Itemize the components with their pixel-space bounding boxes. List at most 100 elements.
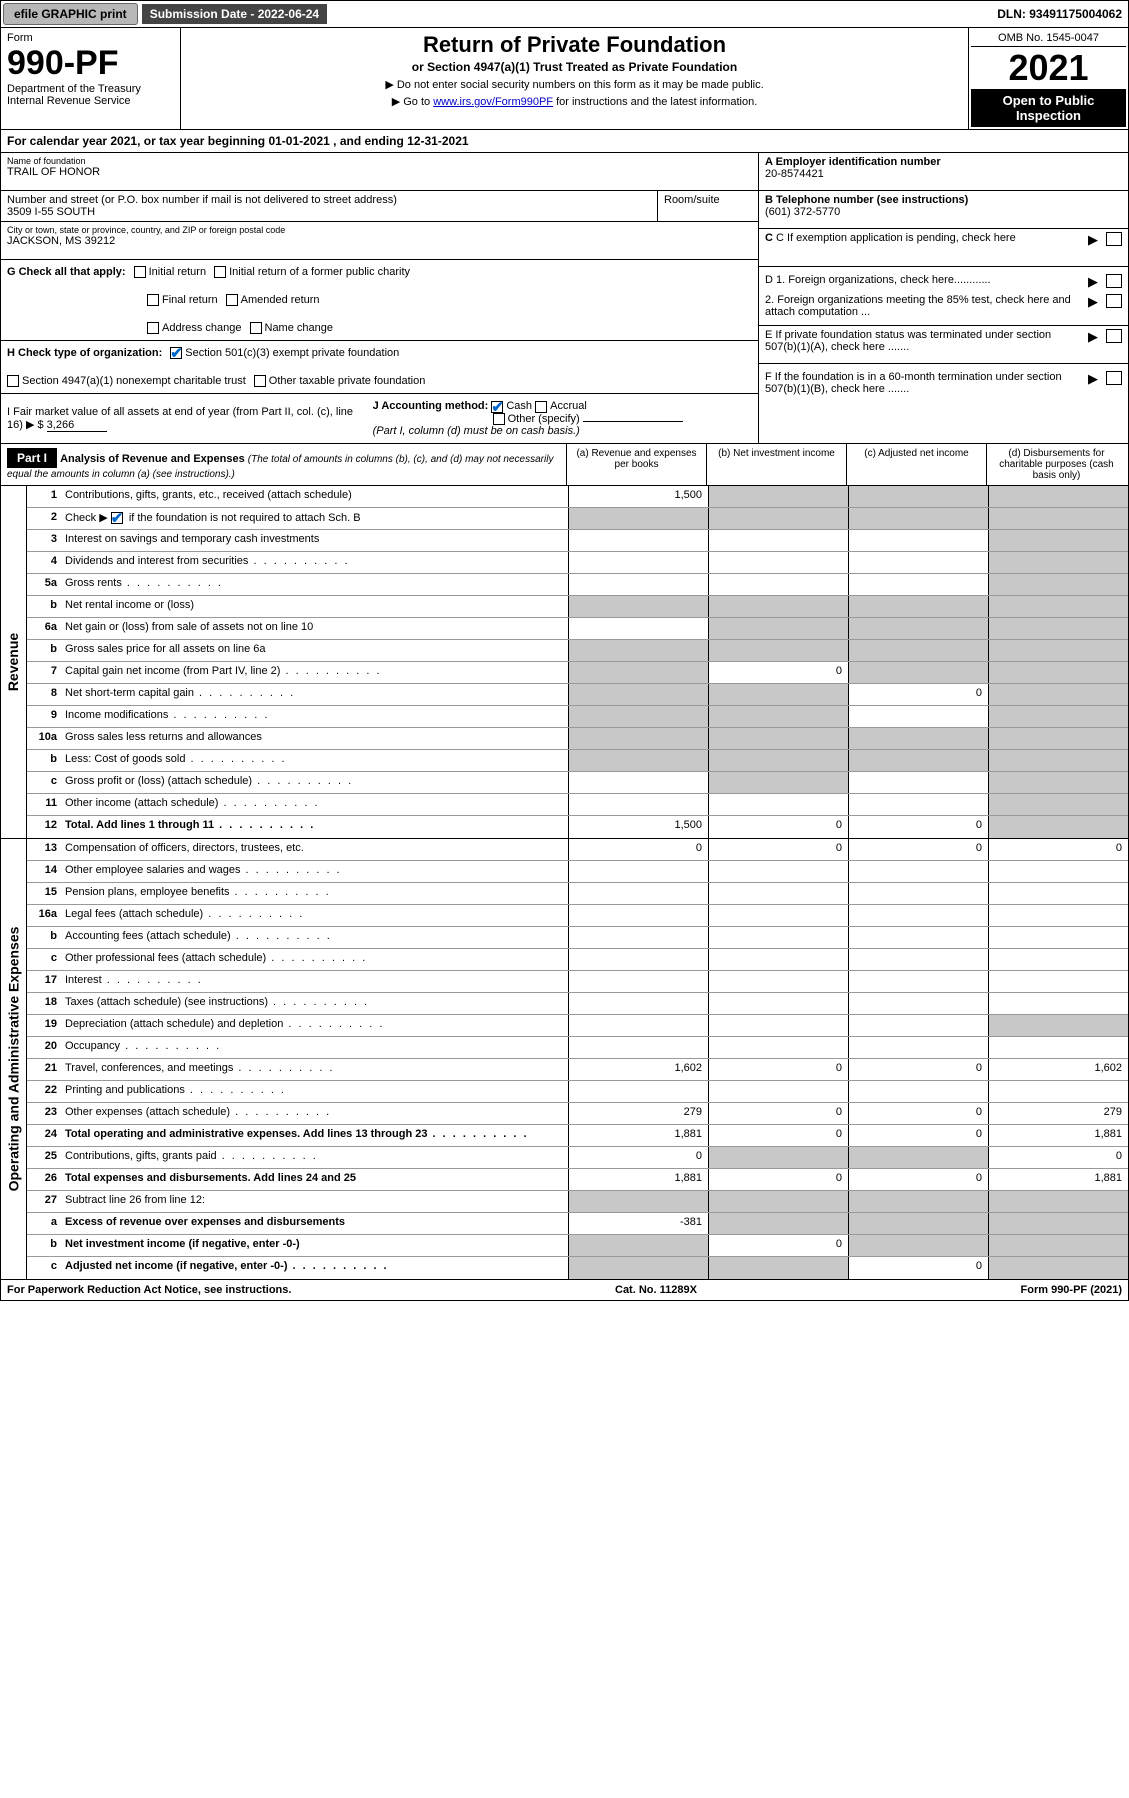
line-15: 15Pension plans, employee benefits [27,883,1128,905]
form-title: Return of Private Foundation [191,32,958,58]
chk-final-return[interactable] [147,294,159,306]
line-2: 2Check ▶ if the foundation is not requir… [27,508,1128,530]
form-word: Form [7,32,174,44]
efile-top-bar: efile GRAPHIC print Submission Date - 20… [0,0,1129,28]
chk-initial-former[interactable] [214,266,226,278]
room-suite: Room/suite [658,191,758,221]
g-lead: G Check all that apply: [7,266,126,278]
f-text: F If the foundation is in a 60-month ter… [765,371,1084,395]
d2-checkbox[interactable] [1106,294,1122,308]
line-20: 20Occupancy [27,1037,1128,1059]
j-cash: Cash [506,400,532,412]
irs-label: Internal Revenue Service [7,95,174,107]
arrow-icon: ▶ [1088,294,1098,310]
line-19: 19Depreciation (attach schedule) and dep… [27,1015,1128,1037]
d1-checkbox[interactable] [1106,274,1122,288]
g-o1: Initial return [149,266,206,278]
chk-name-change[interactable] [250,322,262,334]
line-27b: bNet investment income (if negative, ent… [27,1235,1128,1257]
calendar-year-line: For calendar year 2021, or tax year begi… [0,130,1129,153]
address-row: Number and street (or P.O. box number if… [1,191,658,221]
j-note: (Part I, column (d) must be on cash basi… [373,425,580,437]
h-o3: Other taxable private foundation [269,375,426,387]
submission-date: Submission Date - 2022-06-24 [142,4,327,24]
open-to-public: Open to Public Inspection [971,89,1126,127]
chk-address-change[interactable] [147,322,159,334]
line-6a: 6aNet gain or (loss) from sale of assets… [27,618,1128,640]
chk-accrual[interactable] [535,401,547,413]
line-13: 13Compensation of officers, directors, t… [27,839,1128,861]
line-16a: 16aLegal fees (attach schedule) [27,905,1128,927]
chk-501c3[interactable] [170,347,182,359]
city-label: City or town, state or province, country… [7,225,752,235]
line-6b: bGross sales price for all assets on lin… [27,640,1128,662]
room-label: Room/suite [664,194,752,206]
g-o5: Address change [162,322,242,334]
ssn-warning: ▶ Do not enter social security numbers o… [191,78,958,91]
line-21: 21Travel, conferences, and meetings1,602… [27,1059,1128,1081]
chk-amended[interactable] [226,294,238,306]
col-a-header: (a) Revenue and expenses per books [566,444,706,485]
line-24: 24Total operating and administrative exp… [27,1125,1128,1147]
c-checkbox[interactable] [1106,232,1122,246]
revenue-table: Revenue 1Contributions, gifts, grants, e… [0,486,1129,839]
a-label: A Employer identification number [765,156,1122,168]
city-row: City or town, state or province, country… [1,222,758,260]
line-16c: cOther professional fees (attach schedul… [27,949,1128,971]
chk-4947[interactable] [7,375,19,387]
goto-note: ▶ Go to www.irs.gov/Form990PF for instru… [191,95,958,108]
arrow-icon: ▶ [1088,371,1098,387]
line-1: 1Contributions, gifts, grants, etc., rec… [27,486,1128,508]
form-header: Form 990-PF Department of the Treasury I… [0,28,1129,130]
other-specify-line [583,421,683,422]
e-text: E If private foundation status was termi… [765,329,1084,353]
chk-sch-b[interactable] [111,512,123,524]
d1-text: D 1. Foreign organizations, check here..… [765,274,1084,286]
page-footer: For Paperwork Reduction Act Notice, see … [0,1280,1129,1301]
chk-cash[interactable] [491,401,503,413]
j-lead: J Accounting method: [373,400,489,412]
form-title-box: Return of Private Foundation or Section … [181,28,968,129]
chk-initial-return[interactable] [134,266,146,278]
f-checkbox[interactable] [1106,371,1122,385]
c-row: C C If exemption application is pending,… [759,229,1128,267]
ein-value: 20-8574421 [765,168,1122,180]
arrow-icon: ▶ [1088,274,1098,290]
entity-info: Name of foundation TRAIL OF HONOR Number… [0,153,1129,444]
c-label: C If exemption application is pending, c… [776,232,1016,244]
d-row: D 1. Foreign organizations, check here..… [759,271,1128,326]
efile-print-button[interactable]: efile GRAPHIC print [3,3,138,25]
b-label: B Telephone number (see instructions) [765,194,1122,206]
goto-post: for instructions and the latest informat… [553,96,757,108]
line-22: 22Printing and publications [27,1081,1128,1103]
col-d-header: (d) Disbursements for charitable purpose… [986,444,1126,485]
line-8: 8Net short-term capital gain0 [27,684,1128,706]
h-lead: H Check type of organization: [7,347,162,359]
line-23: 23Other expenses (attach schedule)279002… [27,1103,1128,1125]
goto-pre: ▶ Go to [392,96,433,108]
chk-other-method[interactable] [493,413,505,425]
form-instructions-link[interactable]: www.irs.gov/Form990PF [433,96,553,108]
line-10c: cGross profit or (loss) (attach schedule… [27,772,1128,794]
chk-other-taxable[interactable] [254,375,266,387]
part1-label: Part I [7,448,57,468]
cat-number: Cat. No. 11289X [291,1284,1020,1296]
g-o3: Final return [162,294,218,306]
col-b-header: (b) Net investment income [706,444,846,485]
phone-row: B Telephone number (see instructions) (6… [759,191,1128,229]
omb-number: OMB No. 1545-0047 [971,30,1126,47]
expenses-table: Operating and Administrative Expenses 13… [0,839,1129,1280]
line-7: 7Capital gain net income (from Part IV, … [27,662,1128,684]
col-c-header: (c) Adjusted net income [846,444,986,485]
h-o1: Section 501(c)(3) exempt private foundat… [185,347,399,359]
line-27c: cAdjusted net income (if negative, enter… [27,1257,1128,1279]
line-14: 14Other employee salaries and wages [27,861,1128,883]
e-checkbox[interactable] [1106,329,1122,343]
name-label: Name of foundation [7,156,752,166]
line-27: 27Subtract line 26 from line 12: [27,1191,1128,1213]
expenses-side-label: Operating and Administrative Expenses [1,839,27,1279]
line-4: 4Dividends and interest from securities [27,552,1128,574]
line-26: 26Total expenses and disbursements. Add … [27,1169,1128,1191]
g-check-row: G Check all that apply: Initial return I… [1,260,758,341]
street-address: 3509 I-55 SOUTH [7,206,651,218]
